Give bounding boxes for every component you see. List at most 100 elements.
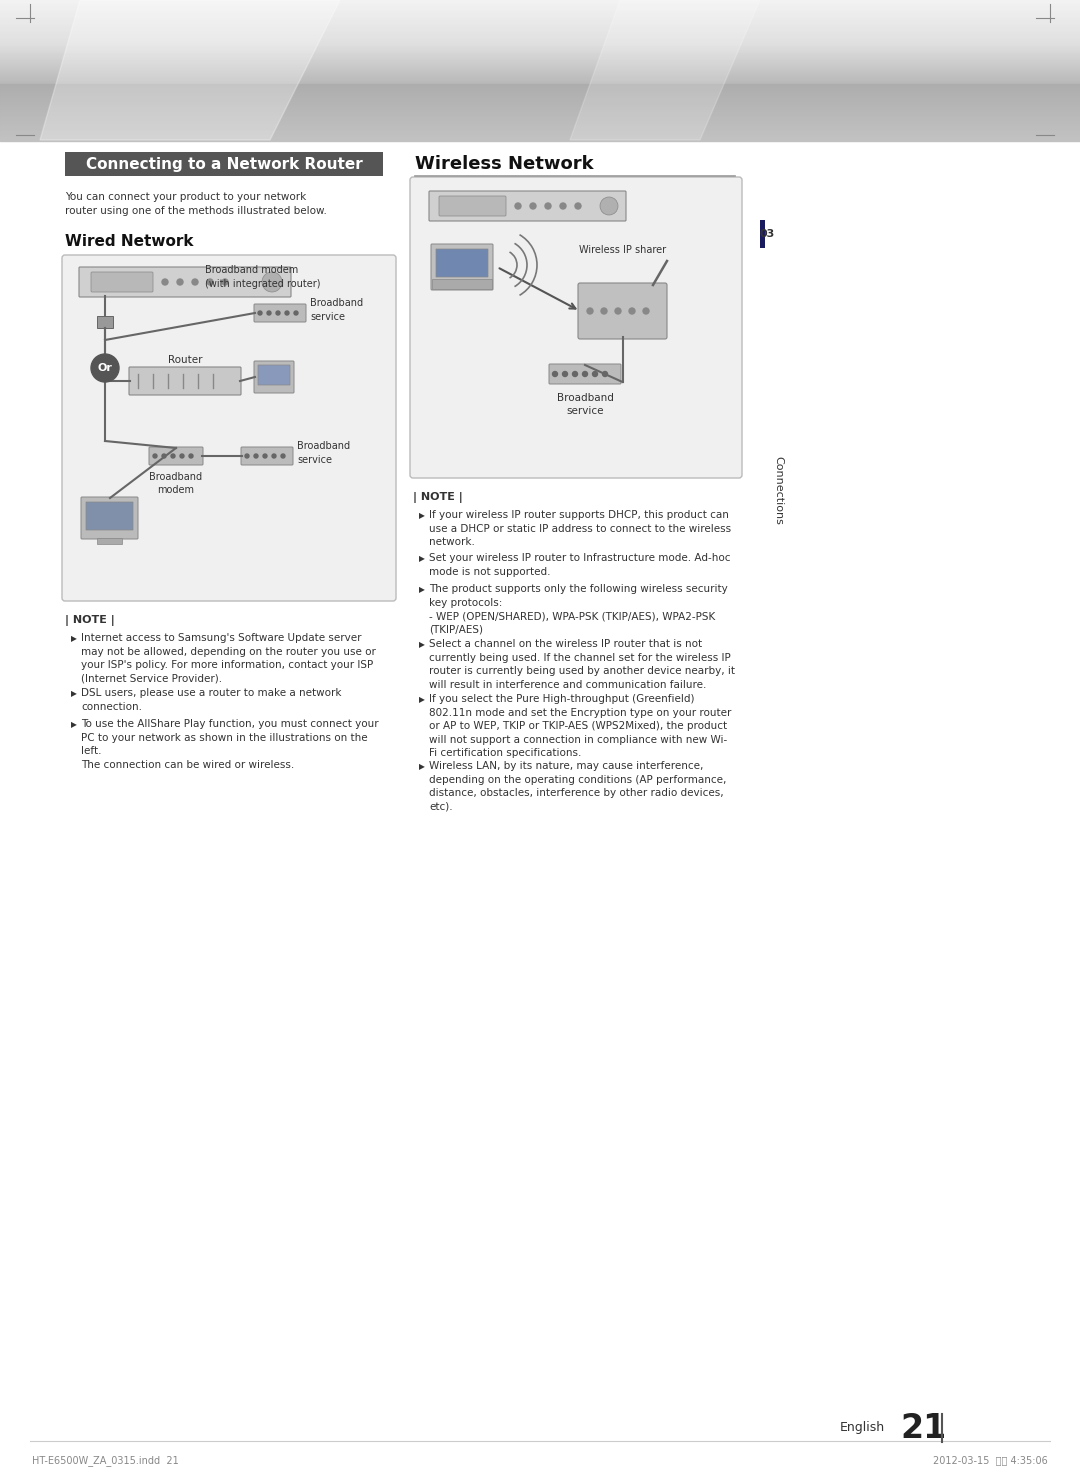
Text: Broadband
service: Broadband service	[310, 299, 363, 321]
Bar	[0, 37, 1080, 40]
Bar	[0, 105, 1080, 108]
Bar	[0, 89, 1080, 92]
Polygon shape	[570, 0, 760, 141]
Bar	[0, 87, 1080, 90]
Bar	[0, 59, 1080, 62]
Circle shape	[162, 280, 168, 285]
Bar	[0, 13, 1080, 16]
Bar	[0, 117, 1080, 120]
Bar	[432, 280, 492, 288]
Bar	[0, 126, 1080, 129]
Bar	[0, 83, 1080, 84]
Text: Broadband
service: Broadband service	[556, 393, 613, 416]
Circle shape	[553, 371, 557, 377]
Circle shape	[171, 454, 175, 458]
Text: ▶: ▶	[71, 720, 77, 729]
Bar	[0, 138, 1080, 141]
Bar	[0, 121, 1080, 124]
Bar	[0, 46, 1080, 49]
Text: Broadband
modem: Broadband modem	[149, 472, 203, 495]
Bar	[0, 19, 1080, 22]
Text: The product supports only the following wireless security
key protocols:
- WEP (: The product supports only the following …	[429, 584, 728, 634]
Bar	[0, 44, 1080, 46]
Bar	[0, 30, 1080, 33]
Bar	[0, 124, 1080, 127]
Circle shape	[563, 371, 567, 377]
Circle shape	[222, 280, 228, 285]
FancyBboxPatch shape	[429, 191, 626, 220]
Bar	[0, 130, 1080, 132]
FancyBboxPatch shape	[431, 244, 492, 290]
Bar	[0, 72, 1080, 74]
Bar	[0, 47, 1080, 50]
Bar	[0, 27, 1080, 30]
Bar	[0, 93, 1080, 96]
Circle shape	[593, 371, 597, 377]
Text: Or: Or	[97, 362, 112, 373]
Bar	[0, 6, 1080, 7]
Bar	[0, 115, 1080, 118]
Circle shape	[281, 454, 285, 458]
Circle shape	[600, 308, 607, 314]
Circle shape	[177, 280, 183, 285]
FancyBboxPatch shape	[254, 361, 294, 393]
Circle shape	[153, 454, 157, 458]
Text: Internet access to Samsung's Software Update server
may not be allowed, dependin: Internet access to Samsung's Software Up…	[81, 633, 376, 683]
Bar	[0, 58, 1080, 61]
Bar	[0, 52, 1080, 55]
Circle shape	[267, 311, 271, 315]
Text: Wireless Network: Wireless Network	[415, 155, 594, 173]
Bar	[760, 220, 765, 248]
Bar	[0, 10, 1080, 13]
Text: Set your wireless IP router to Infrastructure mode. Ad-hoc
mode is not supported: Set your wireless IP router to Infrastru…	[429, 553, 730, 577]
Bar	[0, 7, 1080, 10]
Bar	[0, 16, 1080, 19]
FancyBboxPatch shape	[436, 248, 488, 277]
Circle shape	[162, 454, 166, 458]
Bar	[0, 0, 1080, 3]
Bar	[0, 111, 1080, 112]
Text: Select a channel on the wireless IP router that is not
currently being used. If : Select a channel on the wireless IP rout…	[429, 639, 735, 689]
Circle shape	[572, 371, 578, 377]
Bar	[0, 18, 1080, 21]
Text: 03: 03	[759, 229, 774, 240]
Text: ▶: ▶	[419, 586, 424, 595]
Text: If your wireless IP router supports DHCP, this product can
use a DHCP or static : If your wireless IP router supports DHCP…	[429, 510, 731, 547]
FancyBboxPatch shape	[258, 365, 291, 385]
Bar	[0, 40, 1080, 43]
Text: Wireless LAN, by its nature, may cause interference,
depending on the operating : Wireless LAN, by its nature, may cause i…	[429, 762, 727, 812]
Text: Wireless IP sharer: Wireless IP sharer	[579, 246, 666, 254]
Text: ▶: ▶	[419, 512, 424, 521]
FancyBboxPatch shape	[81, 497, 138, 538]
Bar	[0, 102, 1080, 104]
FancyBboxPatch shape	[65, 152, 383, 176]
Bar	[0, 74, 1080, 77]
Bar	[0, 136, 1080, 139]
Bar	[0, 127, 1080, 130]
Circle shape	[207, 280, 213, 285]
Circle shape	[245, 454, 249, 458]
Bar	[0, 67, 1080, 70]
Circle shape	[530, 203, 536, 209]
Bar	[0, 98, 1080, 101]
Bar	[0, 61, 1080, 64]
Bar	[0, 112, 1080, 115]
Bar	[0, 108, 1080, 111]
Circle shape	[600, 197, 618, 214]
Bar	[97, 317, 113, 328]
Bar	[0, 104, 1080, 106]
Text: Broadband modem
(with integrated router): Broadband modem (with integrated router)	[205, 265, 321, 288]
Bar	[0, 21, 1080, 24]
Circle shape	[588, 308, 593, 314]
Text: | NOTE |: | NOTE |	[65, 615, 114, 626]
FancyBboxPatch shape	[62, 254, 396, 600]
Bar	[0, 86, 1080, 89]
Bar	[0, 25, 1080, 27]
Bar	[0, 133, 1080, 136]
Text: English: English	[840, 1421, 886, 1435]
Circle shape	[561, 203, 566, 209]
Bar	[0, 77, 1080, 80]
Bar	[0, 84, 1080, 87]
Text: ▶: ▶	[419, 695, 424, 704]
Bar	[0, 50, 1080, 53]
